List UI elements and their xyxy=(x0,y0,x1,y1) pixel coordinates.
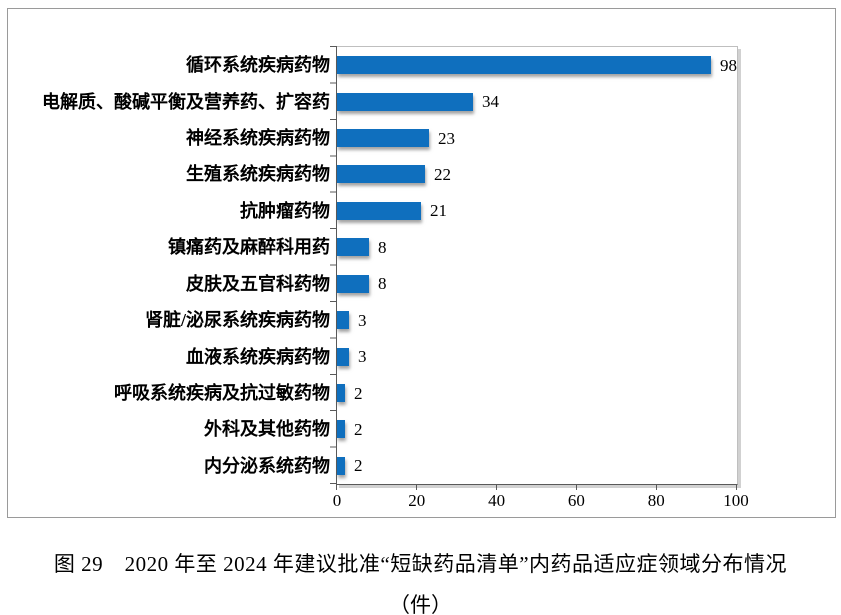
category-label: 电解质、酸碱平衡及营养药、扩容药 xyxy=(42,91,330,112)
plot-area: 98 34 23 22 21 8 xyxy=(330,46,749,510)
x-tick-label: 40 xyxy=(488,491,506,510)
bar-row: 8 xyxy=(337,266,737,302)
category-axis-labels: 循环系统疾病药物 电解质、酸碱平衡及营养药、扩容药 神经系统疾病药物 生殖系统疾… xyxy=(18,46,330,483)
bar-value-label: 98 xyxy=(720,55,737,75)
y-axis-ticks xyxy=(330,46,337,484)
bar-row: 2 xyxy=(337,375,737,411)
category-label: 循环系统疾病药物 xyxy=(186,55,330,76)
x-tick-label: 100 xyxy=(723,491,749,510)
x-tick-label: 60 xyxy=(567,491,585,510)
bar-row: 22 xyxy=(337,156,737,192)
category-label: 血液系统疾病药物 xyxy=(186,346,330,367)
x-tick-label: 80 xyxy=(647,491,665,510)
category-label: 抗肿瘤药物 xyxy=(240,200,330,221)
bar-value-label: 8 xyxy=(378,274,387,294)
category-label: 外科及其他药物 xyxy=(204,419,330,440)
figure-caption: 图 29 2020 年至 2024 年建议批准“短缺药品清单”内药品适应症领域分… xyxy=(0,548,841,615)
bar-value-label: 34 xyxy=(482,92,499,112)
caption-title: 图 29 2020 年至 2024 年建议批准“短缺药品清单”内药品适应症领域分… xyxy=(53,552,788,576)
x-tick-label: 20 xyxy=(408,491,426,510)
caption-unit: （件） xyxy=(389,593,452,615)
bar xyxy=(337,274,369,293)
bar-value-label: 3 xyxy=(358,310,367,330)
bar-row: 21 xyxy=(337,193,737,229)
bar-value-label: 8 xyxy=(378,237,387,257)
bar-row: 98 xyxy=(337,47,737,83)
category-label: 肾脏/泌尿系统疾病药物 xyxy=(145,310,330,331)
bar xyxy=(337,347,349,366)
bar-value-label: 23 xyxy=(438,128,455,148)
bar-row: 34 xyxy=(337,83,737,119)
x-axis-tick-labels: 0 20 40 60 80 100 xyxy=(316,491,757,511)
bar-row: 23 xyxy=(337,120,737,156)
bar-row: 3 xyxy=(337,338,737,374)
category-label: 镇痛药及麻醉科用药 xyxy=(168,237,330,258)
chart-figure: 循环系统疾病药物 电解质、酸碱平衡及营养药、扩容药 神经系统疾病药物 生殖系统疾… xyxy=(7,8,836,518)
bar-row: 2 xyxy=(337,411,737,447)
category-label: 呼吸系统疾病及抗过敏药物 xyxy=(114,383,330,403)
bar xyxy=(337,129,429,148)
category-label: 神经系统疾病药物 xyxy=(186,128,330,149)
category-label: 生殖系统疾病药物 xyxy=(186,164,330,185)
bar-value-label: 3 xyxy=(358,347,367,367)
bar-value-label: 22 xyxy=(434,164,451,184)
bar-value-label: 2 xyxy=(354,419,363,439)
bar-value-label: 2 xyxy=(354,383,363,403)
category-label: 皮肤及五官科药物 xyxy=(186,273,330,294)
bar xyxy=(337,92,473,111)
bar xyxy=(337,420,345,439)
bar-row: 2 xyxy=(337,448,737,484)
bar-row: 8 xyxy=(337,229,737,265)
x-tick-label: 0 xyxy=(332,491,342,510)
bar-value-label: 2 xyxy=(354,456,363,476)
x-axis-ticks xyxy=(336,484,737,490)
bar xyxy=(337,56,711,75)
category-label: 内分泌系统药物 xyxy=(204,455,330,476)
bar xyxy=(337,384,345,402)
bar xyxy=(337,238,369,257)
bar xyxy=(337,165,425,184)
bar xyxy=(337,201,421,220)
bar xyxy=(337,311,349,330)
bar xyxy=(337,456,345,475)
bar-row: 3 xyxy=(337,302,737,338)
bar-value-label: 21 xyxy=(430,201,447,221)
